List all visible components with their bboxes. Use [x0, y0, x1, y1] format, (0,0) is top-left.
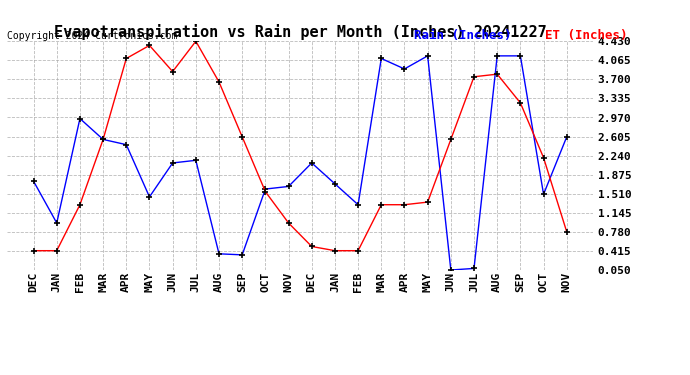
Text: ET (Inches): ET (Inches): [545, 29, 628, 42]
Text: Copyright 2024 Curtronics.com: Copyright 2024 Curtronics.com: [7, 32, 177, 41]
Text: Rain (Inches): Rain (Inches): [414, 29, 511, 42]
Title: Evapotranspiration vs Rain per Month (Inches) 20241227: Evapotranspiration vs Rain per Month (In…: [54, 24, 546, 40]
